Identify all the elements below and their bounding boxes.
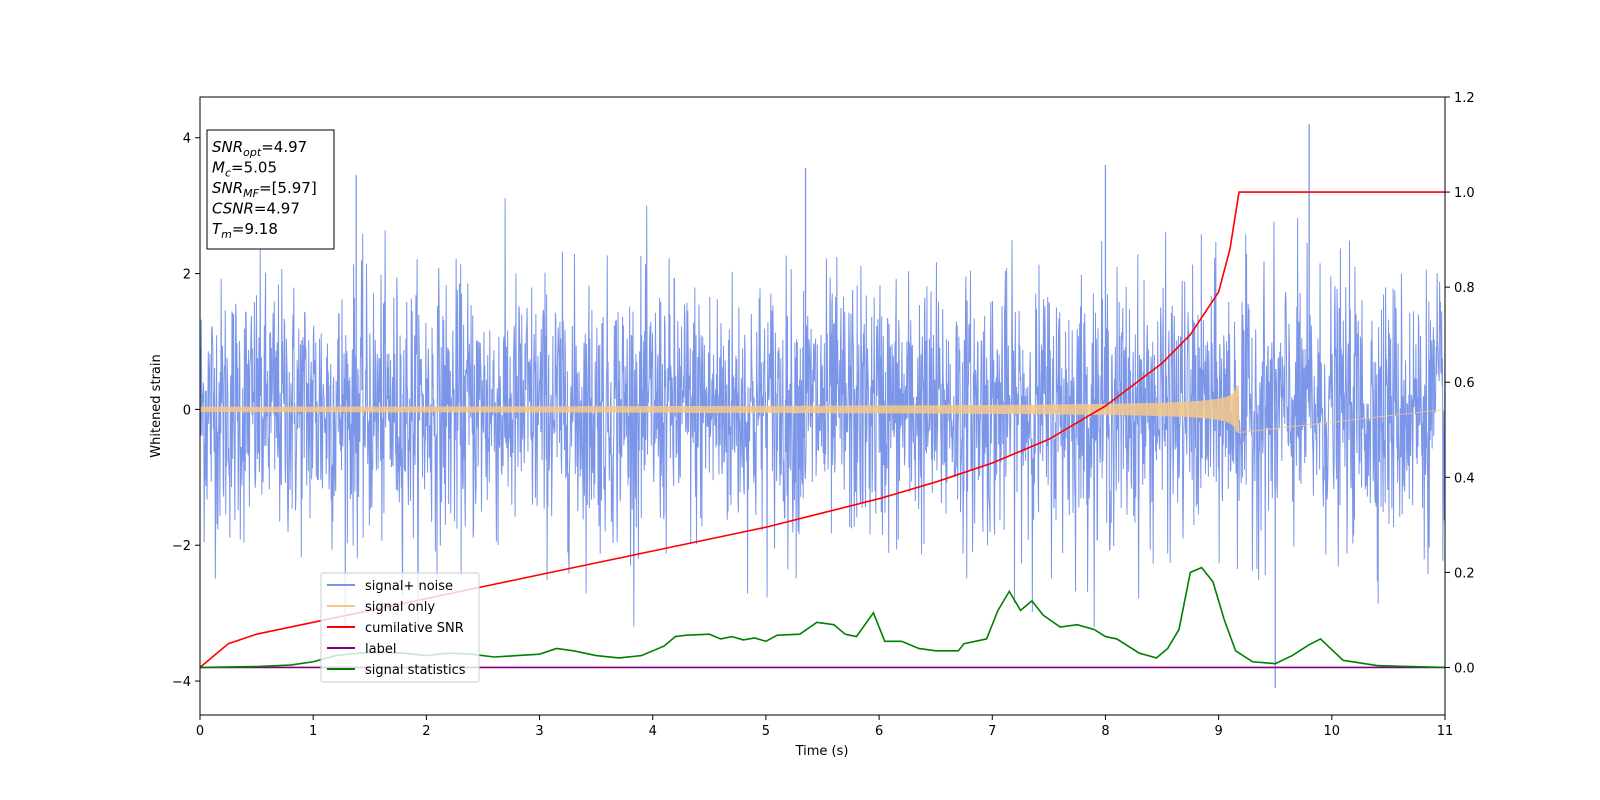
x-tick-label: 3 xyxy=(535,724,543,739)
series-signal-only xyxy=(200,386,1445,434)
legend-label-signal-only: signal only xyxy=(365,600,435,615)
annotation-line: Mc=5.05 xyxy=(212,159,277,180)
legend-label-signal-noise: signal+ noise xyxy=(365,579,453,594)
legend-frame xyxy=(320,572,480,683)
x-tick-label: 11 xyxy=(1437,724,1454,739)
y-tick-label: 2 xyxy=(183,268,191,283)
series-signal-statistics xyxy=(200,566,1445,669)
x-tick-label: 10 xyxy=(1324,724,1341,739)
x-tick-label: 5 xyxy=(762,724,770,739)
annotation-frame xyxy=(206,129,335,250)
y-tick-label: −2 xyxy=(172,539,191,554)
y-right-tick-label: 0.2 xyxy=(1454,566,1475,581)
x-tick-label: 9 xyxy=(1214,724,1222,739)
annotation-line: SNRopt=4.97 xyxy=(212,138,307,159)
x-tick-label: 2 xyxy=(422,724,430,739)
y-tick-label: 4 xyxy=(183,132,191,147)
y-right-tick-label: 0.4 xyxy=(1454,471,1475,486)
legend-label-cumilative-snr: cumilative SNR xyxy=(365,621,464,636)
x-tick-label: 8 xyxy=(1101,724,1109,739)
x-tick-label: 1 xyxy=(309,724,317,739)
legend-label-label: label xyxy=(365,642,396,657)
x-axis-label: Time (s) xyxy=(795,744,849,759)
x-tick-label: 4 xyxy=(649,724,657,739)
legend: signal+ noise signal only cumilative SNR la… xyxy=(320,572,480,683)
x-tick-label: 7 xyxy=(988,724,996,739)
x-tick-label: 6 xyxy=(875,724,883,739)
plot-frame xyxy=(199,96,1446,716)
y-right-tick-label: 0.0 xyxy=(1454,661,1475,676)
annotation-line: CSNR=4.97 xyxy=(212,200,300,218)
y-tick-label: −4 xyxy=(172,675,191,690)
y-right-tick-label: 0.8 xyxy=(1454,281,1475,296)
x-tick-label: 0 xyxy=(196,724,204,739)
y-right-tick-label: 0.6 xyxy=(1454,376,1475,391)
annotation-line: Tm=9.18 xyxy=(212,220,278,241)
y-right-tick-label: 1.0 xyxy=(1454,186,1475,201)
y-axis-label: Whitened strain xyxy=(149,354,164,457)
legend-label-signal-statistics: signal statistics xyxy=(365,663,466,678)
y-tick-label: 0 xyxy=(183,403,191,418)
annotation-line: SNRMF=[5.97] xyxy=(212,179,317,200)
series-layer xyxy=(200,124,1445,688)
y-right-tick-label: 1.2 xyxy=(1454,91,1475,106)
series-signal-noise xyxy=(200,198,1445,627)
ticks-layer: 0 1 2 3 4 5 6 7 8 9 10 11 −4 −2 0 2 4 0.0 0.2 0.4 0.6 0.8 1.0 1… xyxy=(172,91,1475,739)
